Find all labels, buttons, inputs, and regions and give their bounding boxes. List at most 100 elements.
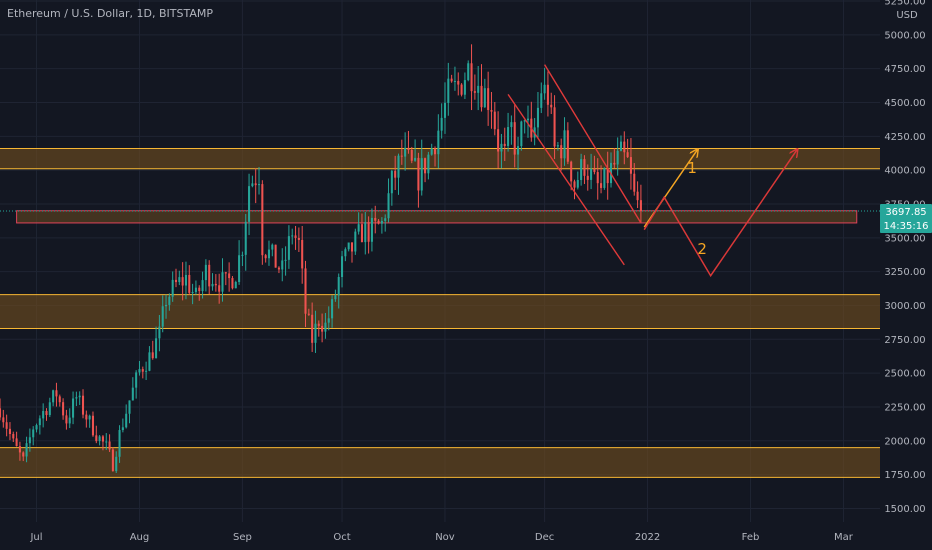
candle-body [443,102,447,118]
candle-body [556,145,559,147]
candle-body [606,168,609,184]
candle-body [128,400,131,414]
candle-body [105,441,108,443]
candle-body [460,84,463,95]
candle-body [364,222,367,243]
candle-body [616,150,619,165]
candle-body [35,425,38,430]
candle-body [52,390,55,403]
price-tick-label: 2500.00 [884,369,925,380]
candle-body [15,438,18,447]
currency-label[interactable]: USD [896,10,918,21]
candle-body [590,168,593,180]
candle-body [115,456,118,472]
price-tick-label: 5000.00 [884,30,925,41]
candle-body [563,130,566,159]
candle-body [629,157,632,174]
resistance-zone [0,148,880,169]
candle-body [234,281,237,289]
candle-body [158,326,161,339]
candle-body [513,122,516,155]
candle-body [523,120,526,122]
time-tick-label: Dec [535,532,554,543]
candle-body [155,338,158,359]
candle-body [424,158,427,174]
candle-body [354,231,357,252]
candle-body [334,295,337,300]
last-price-tag: 3697.85 14:35:16 [880,204,932,233]
candle-body [583,159,586,176]
candle-body [384,218,387,221]
candle-body [526,118,530,121]
candle-body [380,220,383,224]
price-axis-bg [880,0,932,550]
candle-body [55,390,58,397]
candle-body [367,222,370,242]
candle-body [18,446,21,453]
candle-body [360,224,363,243]
candle-body [148,352,151,371]
candle-body [397,155,400,178]
candle-body [407,147,410,150]
candle-body [344,249,347,257]
candle-body [244,221,247,255]
price-axis[interactable]: 1500.00 1750.00 2000.00 2250.00 2500.00 2750.… [880,0,932,550]
candle-body [251,183,254,187]
candle-body [88,415,91,420]
candle-body [248,186,251,222]
candle-body [370,217,373,242]
candle-body [8,428,11,435]
candle-body [254,183,257,186]
candle-body [218,285,221,292]
price-tick-label: 4000.00 [884,166,925,177]
price-tick-label: 3000.00 [884,301,925,312]
support-zone-low [0,447,880,478]
candle-body [437,130,440,155]
price-tick-label: 1500.00 [884,504,925,515]
candle-body [0,408,2,418]
candle-body [417,157,420,191]
price-tick-label: 4750.00 [884,64,925,75]
candle-body [271,244,274,250]
candle-body [204,264,207,281]
candle-body [477,85,480,93]
candle-body [171,279,174,297]
candle-body [2,417,5,423]
candle-body [42,411,45,419]
support-zone-mid [0,294,880,329]
candle-body [493,111,496,130]
candle-body [623,141,626,153]
candle-body [331,299,334,319]
candle-body [540,93,543,108]
candle-body [560,145,563,159]
candle-body [580,159,583,181]
time-tick-label: Feb [742,532,760,543]
price-tick-label: 3250.00 [884,267,925,278]
candle-body [321,325,324,332]
candle-body [174,279,178,283]
time-tick-label: 2022 [635,532,660,543]
time-axis[interactable]: Jul Aug Sep Oct Nov Dec 2022 Feb Mar [0,522,932,550]
candle-body [111,449,114,472]
candle-body [536,107,539,128]
price-tick-label: 3500.00 [884,233,925,244]
candle-body [543,84,546,94]
candle-body [81,395,85,415]
candle-body [414,157,417,161]
candle-body [45,411,48,416]
time-tick-label: Oct [333,532,350,543]
candle-body [420,158,423,191]
candle-body [324,322,327,332]
candle-body [241,254,244,256]
time-tick-label: Jul [29,532,42,543]
candle-body [463,80,466,95]
candle-body [404,147,407,157]
chart-grid [0,0,880,522]
candle-body [387,193,390,219]
candle-body [307,313,310,315]
candle-body [125,413,128,428]
candle-body [490,110,493,112]
candle-body [317,323,320,326]
candle-body [194,287,197,293]
